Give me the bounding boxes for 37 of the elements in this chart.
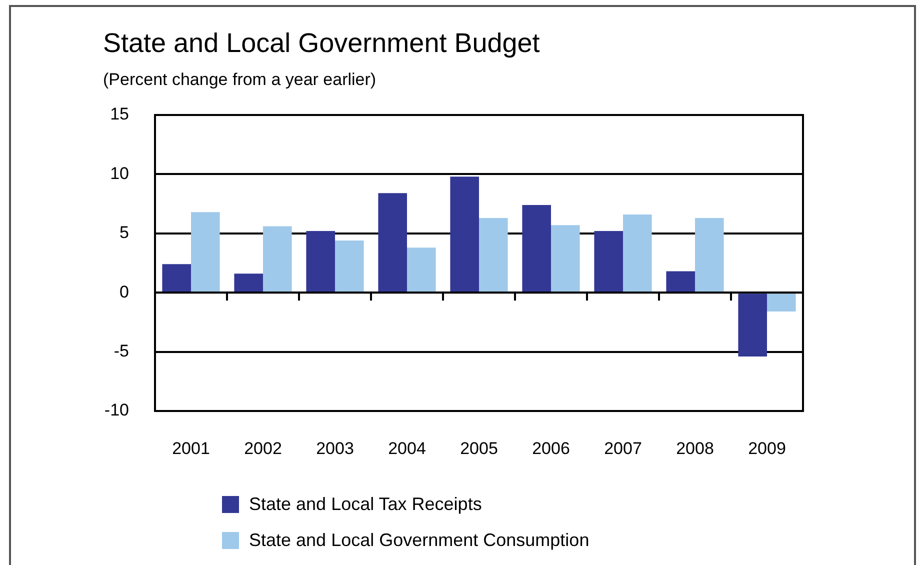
x-tick-label: 2007 [604, 438, 642, 458]
bar [695, 218, 724, 292]
legend-label: State and Local Tax Receipts [249, 494, 482, 514]
x-tick-label: 2009 [748, 438, 786, 458]
bar [738, 294, 767, 357]
y-tick-label: -10 [104, 400, 129, 420]
x-tick-label: 2003 [316, 438, 354, 458]
y-tick-label: 10 [110, 164, 129, 183]
x-tick-label: 2004 [388, 438, 426, 458]
y-tick-label: 5 [120, 223, 129, 242]
x-tick-label: 2008 [676, 438, 714, 458]
legend-label: State and Local Government Consumption [249, 530, 590, 550]
y-tick-label: 0 [120, 282, 129, 302]
bar [191, 212, 220, 292]
chart-title: State and Local Government Budget [103, 28, 540, 59]
bar [450, 176, 479, 292]
bar [162, 264, 191, 292]
bar [234, 274, 263, 292]
bar [767, 294, 796, 312]
chart-subtitle: (Percent change from a year earlier) [103, 70, 376, 90]
y-tick-label: 15 [110, 104, 129, 124]
x-tick-label: 2002 [244, 438, 282, 458]
bar [263, 226, 292, 292]
bar [522, 204, 551, 292]
x-tick-label: 2005 [460, 438, 498, 458]
y-tick-label: -5 [114, 341, 129, 360]
bar [594, 231, 623, 292]
bar [551, 225, 580, 292]
x-tick-label: 2001 [172, 438, 210, 458]
x-tick-label: 2006 [532, 438, 570, 458]
bar [407, 248, 436, 292]
bar [479, 218, 508, 292]
bar [666, 271, 695, 292]
bar [306, 231, 335, 292]
bar [335, 240, 364, 292]
bar [378, 193, 407, 292]
bar [623, 214, 652, 292]
